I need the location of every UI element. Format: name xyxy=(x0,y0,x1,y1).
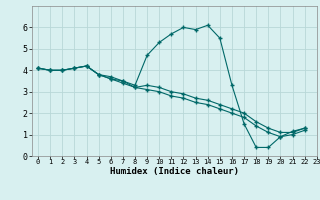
X-axis label: Humidex (Indice chaleur): Humidex (Indice chaleur) xyxy=(110,167,239,176)
